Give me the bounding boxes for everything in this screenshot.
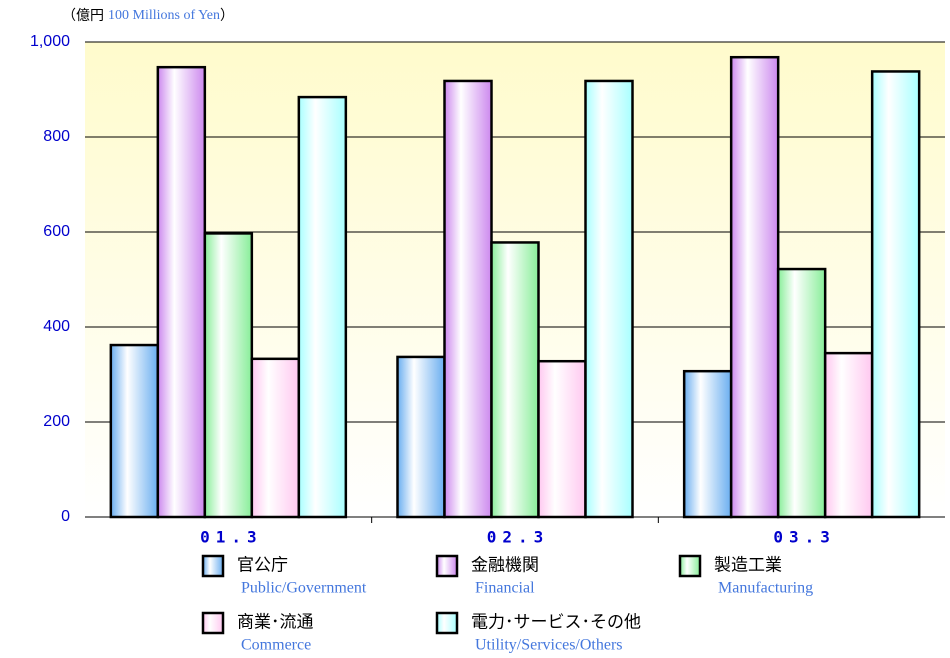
bar (109, 343, 160, 519)
bar (537, 359, 587, 519)
legend-label-en: Financial (475, 580, 535, 597)
bar (203, 232, 254, 519)
bar (490, 241, 540, 519)
legend-swatch (435, 611, 459, 635)
legend-label-en: Commerce (241, 637, 311, 654)
unit-label: （億円 100 Millions of Yen） (62, 7, 234, 24)
y-tick-label: 1,000 (30, 33, 70, 50)
bar (776, 267, 827, 519)
legend-label: 商業･流通 (237, 612, 314, 631)
legend-label: 製造工業 (714, 555, 782, 574)
legend-label: 金融機関 (471, 555, 539, 574)
legend-swatch (201, 554, 225, 578)
x-tick-label: 03.3 (773, 528, 836, 547)
bar (682, 369, 733, 519)
bar (250, 357, 301, 519)
y-tick-label: 800 (43, 128, 70, 145)
x-tick-label: 01.3 (200, 528, 263, 547)
legend-swatch (201, 611, 225, 635)
bar (297, 95, 348, 519)
bar (156, 65, 207, 519)
y-tick-label: 200 (43, 413, 70, 430)
bar (584, 79, 634, 519)
bar (729, 55, 780, 519)
legend-label-en: Manufacturing (718, 580, 813, 597)
bar (823, 351, 874, 519)
legend-label-en: Utility/Services/Others (475, 637, 623, 654)
y-tick-label: 600 (43, 223, 70, 240)
y-tick-label: 0 (61, 508, 70, 525)
y-tick-label: 400 (43, 318, 70, 335)
legend-swatch (678, 554, 702, 578)
legend-label: 官公庁 (237, 555, 288, 574)
bar (443, 79, 493, 519)
x-tick-label: 02.3 (487, 528, 550, 547)
legend-label-en: Public/Government (241, 580, 367, 597)
bar (870, 70, 921, 519)
legend-swatch (435, 554, 459, 578)
legend-label: 電力･サービス･その他 (471, 612, 641, 631)
bar (396, 355, 446, 519)
